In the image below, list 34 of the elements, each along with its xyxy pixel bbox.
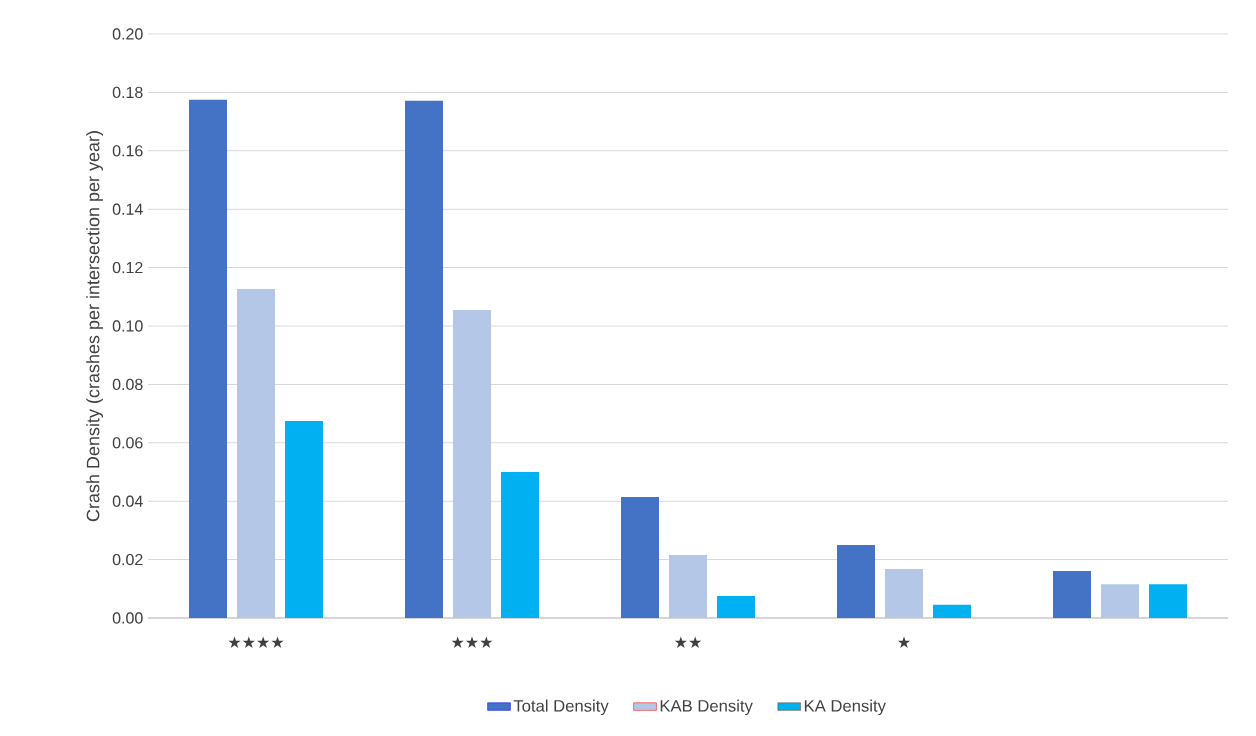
y-tick-label: 0.02 <box>112 553 143 566</box>
x-tick-label: ★ <box>897 636 911 649</box>
y-tick-label: 0.14 <box>112 203 143 215</box>
x-tick-label: ★★★ <box>451 636 493 649</box>
y-tick-label: 0.18 <box>112 86 143 99</box>
bar <box>501 472 540 618</box>
y-axis-title: Crash Density (crashes per intersection per year) <box>86 131 104 522</box>
bar <box>621 497 660 618</box>
legend-label: KA Density <box>804 699 886 716</box>
bar <box>189 99 228 618</box>
y-tick-label: 0.00 <box>112 612 143 624</box>
legend-label: KAB Density <box>660 699 753 716</box>
y-tick-label: 0.12 <box>112 261 143 274</box>
bar <box>933 604 972 618</box>
y-tick-label: 0.10 <box>112 320 143 332</box>
y-tick-label: 0.16 <box>112 145 143 157</box>
bar <box>1101 584 1140 618</box>
legend-label: Total Density <box>513 699 609 716</box>
bar <box>1149 584 1188 618</box>
y-tick-label: 0.04 <box>112 495 143 507</box>
bar <box>285 420 324 618</box>
bar <box>837 545 876 618</box>
x-tick-label: ★★ <box>674 636 702 649</box>
y-tick-label: 0.20 <box>112 28 143 40</box>
bar <box>885 568 924 618</box>
bar <box>453 309 492 618</box>
x-tick-label: ★★★★ <box>228 636 284 649</box>
bar <box>717 596 756 618</box>
y-tick-label: 0.06 <box>112 437 143 449</box>
bar <box>405 100 444 618</box>
bar <box>669 554 708 618</box>
bar <box>1053 570 1092 618</box>
y-tick-label: 0.08 <box>112 378 143 391</box>
bar <box>237 288 275 618</box>
